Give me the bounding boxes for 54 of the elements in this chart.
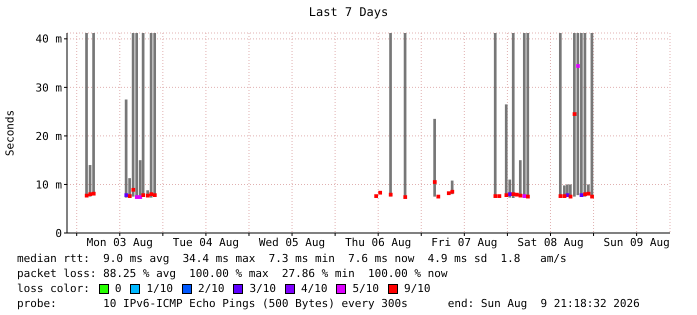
x-tick-label: Fri 07 Aug <box>431 236 498 249</box>
point <box>576 64 580 68</box>
x-tick-label: Wed 05 Aug <box>258 236 326 249</box>
point <box>138 195 142 199</box>
point <box>586 192 590 196</box>
point <box>522 194 526 198</box>
text: packet loss: 88.25 % avg 100.00 % max 27.86 % min 100.00 % now <box>17 266 448 281</box>
point <box>436 194 440 198</box>
legend-title: loss color: <box>17 282 90 295</box>
legend-label: 9/10 <box>404 282 430 295</box>
y-tick-label: 10 m <box>36 178 62 192</box>
point <box>580 193 584 198</box>
legend-label: 2/10 <box>198 282 224 295</box>
point <box>568 194 572 198</box>
point <box>590 194 594 198</box>
bar <box>132 33 134 197</box>
x-tick-label: Thu 06 Aug <box>345 236 412 249</box>
point <box>526 194 530 198</box>
y-axis-title: Seconds <box>4 110 16 156</box>
y-tick-label: 30 m <box>36 81 62 94</box>
point <box>498 194 502 198</box>
point <box>374 194 378 198</box>
x-tick-label: Sat 08 Aug <box>517 236 584 249</box>
bar <box>576 33 580 196</box>
legend-label: 1/10 <box>146 282 173 295</box>
y-tick-label: 0 <box>55 226 62 240</box>
point <box>128 194 132 198</box>
x-tick-label: Mon 03 Aug <box>86 236 153 249</box>
legend-label: 4/10 <box>300 282 328 295</box>
text: probe: 10 IPv6-ICMP Echo Pings (500 Bytes) every 300s <box>17 296 408 311</box>
bar <box>512 33 515 198</box>
y-tick-label: 40 m <box>36 32 62 46</box>
chart-title: Last 7 Days <box>308 5 390 19</box>
bar <box>573 33 576 197</box>
x-tick-label: Sun 09 Aug <box>604 236 670 249</box>
text: median rtt: 9.0 ms avg 34.4 ms max 7.3 ms min 7.6 ms now 4.9 ms sd 1.8 am/s <box>17 251 568 266</box>
point <box>518 194 522 198</box>
point <box>504 193 508 198</box>
point <box>134 195 139 199</box>
y-tick-label: 20 m <box>36 130 62 143</box>
legend-label: 5/10 <box>352 282 379 295</box>
x-tick-label: Tue 04 Aug <box>172 236 240 249</box>
bar <box>584 33 586 197</box>
point <box>572 112 576 116</box>
legend-label: 0 <box>114 282 122 295</box>
legend-label: 3/10 <box>249 282 276 295</box>
bar <box>150 33 152 198</box>
point <box>432 180 437 184</box>
point <box>494 194 498 198</box>
point <box>403 195 408 199</box>
point <box>562 194 566 198</box>
text: end: Sun Aug 9 21:18:32 2026 <box>448 296 640 311</box>
point <box>558 194 562 198</box>
point <box>515 192 519 197</box>
